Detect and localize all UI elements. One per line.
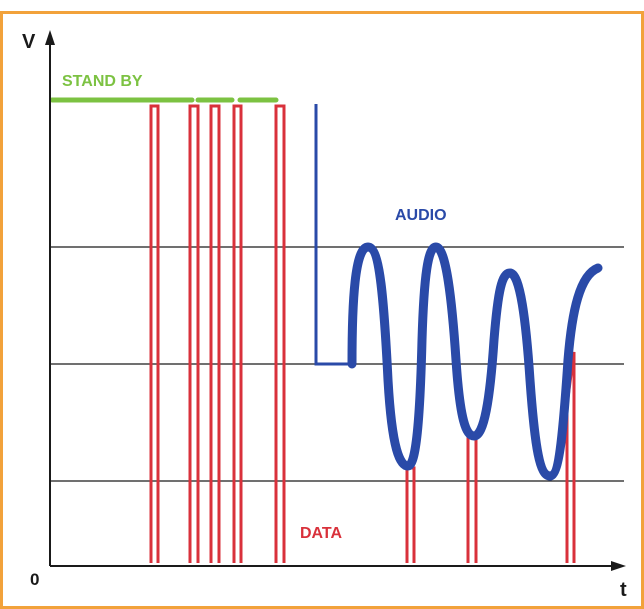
origin-label: 0 bbox=[30, 570, 39, 589]
audio-label: AUDIO bbox=[395, 207, 447, 224]
x-axis-arrow bbox=[611, 561, 626, 571]
audio-signal-step bbox=[314, 104, 352, 366]
audio-waveform bbox=[347, 242, 603, 481]
frame-border bbox=[0, 11, 644, 609]
data-pulse bbox=[149, 104, 160, 563]
data-pulse bbox=[274, 104, 286, 563]
data-pulse bbox=[466, 434, 478, 563]
data-pulse bbox=[232, 104, 243, 563]
axes bbox=[45, 30, 626, 571]
standby-label: STAND BY bbox=[62, 73, 143, 90]
y-axis-arrow bbox=[45, 30, 55, 45]
y-axis-label: V bbox=[22, 31, 36, 53]
data-pulse bbox=[209, 104, 221, 563]
data-label: DATA bbox=[300, 525, 343, 542]
x-axis-label: t bbox=[620, 579, 627, 601]
data-pulses bbox=[149, 104, 576, 563]
data-pulse bbox=[405, 466, 416, 563]
data-pulse bbox=[188, 104, 200, 563]
